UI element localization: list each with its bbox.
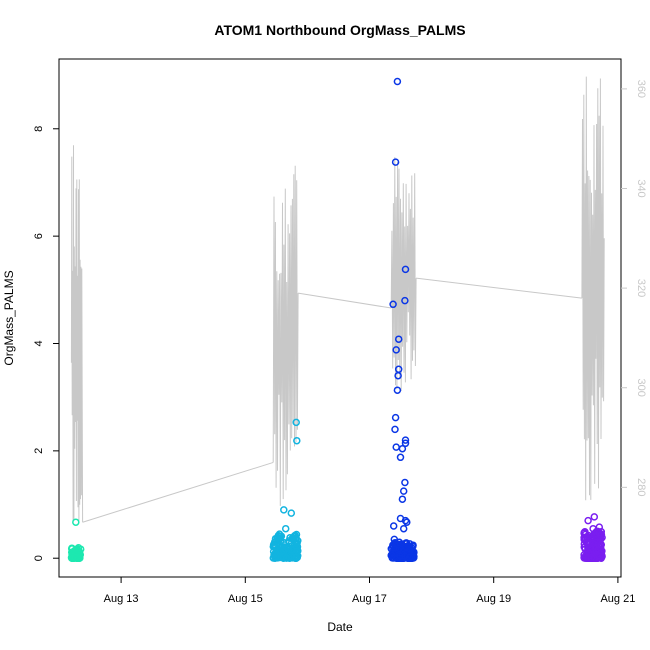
data-point bbox=[290, 534, 298, 542]
data-point bbox=[596, 543, 605, 552]
data-point bbox=[395, 544, 403, 553]
y2-tick-label: 320 bbox=[635, 279, 647, 297]
y-tick-label: 2 bbox=[33, 448, 45, 454]
data-point bbox=[396, 453, 405, 462]
data-point bbox=[398, 495, 407, 503]
data-point bbox=[410, 548, 418, 556]
y-tick-label: 0 bbox=[33, 555, 45, 561]
data-point bbox=[389, 522, 398, 530]
secondary-connector bbox=[82, 461, 274, 523]
data-point bbox=[280, 506, 288, 514]
y2-tick-label: 340 bbox=[635, 179, 647, 197]
x-tick-label: Aug 13 bbox=[104, 593, 139, 605]
data-point bbox=[74, 544, 83, 552]
plot-frame bbox=[58, 58, 622, 578]
data-point bbox=[387, 545, 396, 553]
data-point bbox=[401, 439, 410, 448]
data-point bbox=[595, 523, 604, 531]
data-point bbox=[401, 478, 409, 487]
data-point bbox=[590, 513, 599, 521]
data-point bbox=[391, 425, 399, 434]
series-3 bbox=[387, 77, 418, 562]
data-point bbox=[398, 444, 407, 453]
data-point bbox=[287, 509, 296, 517]
data-point bbox=[292, 418, 300, 427]
y2-tick-label: 300 bbox=[635, 379, 647, 397]
data-point bbox=[399, 524, 408, 533]
data-point bbox=[275, 530, 284, 538]
data-point bbox=[281, 524, 290, 533]
data-point bbox=[272, 542, 280, 551]
x-tick-label: Aug 17 bbox=[352, 593, 387, 605]
data-point bbox=[403, 518, 411, 526]
data-point bbox=[401, 436, 410, 444]
data-point bbox=[589, 539, 597, 548]
data-point bbox=[271, 553, 280, 561]
data-point bbox=[69, 549, 78, 558]
secondary-segment bbox=[272, 165, 299, 506]
y-tick-label: 4 bbox=[33, 340, 45, 346]
data-point bbox=[587, 553, 596, 562]
data-point bbox=[388, 551, 396, 560]
data-points bbox=[67, 77, 606, 562]
data-point bbox=[584, 516, 592, 525]
y2-tick-label: 360 bbox=[635, 80, 647, 98]
data-point bbox=[390, 539, 399, 548]
x-axis: Aug 13 Aug 15 Aug 17 Aug 19 Aug 21 bbox=[104, 577, 635, 605]
data-point bbox=[597, 540, 606, 549]
data-point bbox=[394, 371, 402, 380]
data-point bbox=[393, 386, 402, 394]
series-1 bbox=[67, 518, 85, 562]
secondary-segment bbox=[70, 145, 84, 523]
data-point bbox=[580, 528, 589, 537]
x-axis-label: Date bbox=[327, 620, 353, 634]
data-point bbox=[391, 158, 400, 166]
x-tick-label: Aug 19 bbox=[476, 593, 511, 605]
data-point bbox=[399, 487, 408, 495]
data-point bbox=[72, 518, 80, 526]
y-tick-label: 8 bbox=[33, 126, 45, 132]
data-point bbox=[287, 545, 296, 554]
secondary-connector bbox=[298, 292, 392, 309]
data-point bbox=[401, 516, 410, 525]
y-tick-label: 6 bbox=[33, 233, 45, 239]
secondary-connector bbox=[416, 277, 582, 299]
data-point bbox=[282, 553, 291, 562]
data-point bbox=[592, 548, 600, 556]
data-point bbox=[401, 296, 409, 305]
data-point bbox=[71, 553, 79, 562]
y-axis-left: 0 2 4 6 8 bbox=[33, 126, 59, 561]
y-axis-right: 280 300 320 340 360 bbox=[621, 80, 647, 497]
data-point bbox=[293, 552, 302, 560]
secondary-segment bbox=[581, 76, 605, 501]
data-point bbox=[392, 346, 400, 354]
y-axis-label: OrgMass_PALMS bbox=[2, 270, 16, 365]
data-point bbox=[292, 553, 300, 561]
y2-tick-label: 280 bbox=[635, 478, 647, 496]
data-point bbox=[393, 77, 402, 86]
plot-area bbox=[67, 76, 606, 562]
data-point bbox=[389, 300, 397, 309]
data-point bbox=[390, 535, 399, 544]
data-point bbox=[401, 552, 409, 561]
chart-title: ATOM1 Northbound OrgMass_PALMS bbox=[214, 22, 465, 38]
data-point bbox=[391, 413, 400, 422]
x-tick-label: Aug 15 bbox=[228, 593, 263, 605]
data-point bbox=[394, 335, 403, 343]
data-point bbox=[293, 436, 301, 445]
series-2 bbox=[269, 418, 302, 562]
data-point bbox=[401, 265, 410, 274]
data-point bbox=[405, 553, 414, 562]
x-tick-label: Aug 21 bbox=[600, 593, 635, 605]
data-point bbox=[580, 543, 589, 552]
series-4 bbox=[580, 513, 606, 562]
data-point bbox=[279, 548, 288, 556]
data-point bbox=[284, 544, 292, 552]
